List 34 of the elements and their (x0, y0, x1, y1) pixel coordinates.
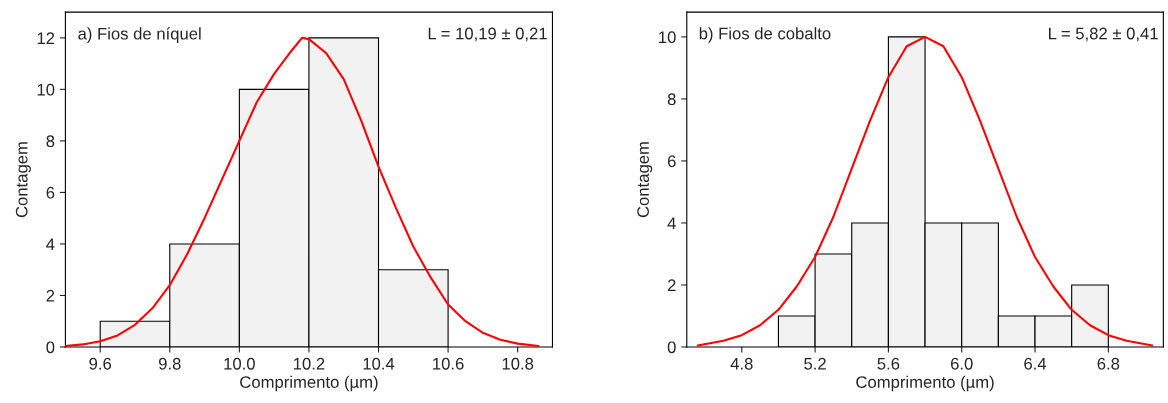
y-tick-label: 0 (667, 341, 676, 354)
y-tick-label: 4 (667, 217, 676, 229)
y-tick-label: 2 (667, 279, 676, 291)
x-axis-title: Comprimento (µm) (240, 375, 378, 392)
y-tick-label: 10 (659, 31, 676, 44)
y-tick-label: 2 (46, 289, 55, 302)
y-tick-label: 8 (667, 93, 676, 106)
annotation: L = 10,19 ± 0,21 (428, 27, 547, 42)
text: a) Fios de níquel (78, 27, 201, 43)
y-tick-label: 8 (46, 135, 55, 148)
x-tick-label: 10.8 (502, 357, 534, 370)
text: b) Fios de cobalto (699, 27, 831, 43)
y-axis-title: Contagem (637, 142, 653, 218)
x-tick-label: 9.6 (89, 357, 112, 370)
x-tick-label: 5.6 (877, 357, 900, 370)
y-axis-title: Contagem (15, 142, 31, 218)
x-tick-label: 6.4 (1024, 357, 1047, 370)
y-tick-label: 4 (46, 238, 55, 250)
x-tick-label: 6.8 (1097, 357, 1120, 370)
x-tick-label: 9.8 (158, 357, 181, 370)
y-tick-label: 6 (46, 186, 55, 199)
x-tick-label: 4.8 (730, 357, 753, 370)
x-tick-label: 10.4 (363, 357, 395, 370)
x-tick-label: 10.2 (293, 357, 325, 370)
y-tick-label: 0 (46, 341, 55, 354)
y-tick-label: 10 (37, 83, 55, 96)
x-tick-label: 6.0 (950, 357, 973, 370)
y-tick-label: 12 (37, 32, 55, 44)
x-tick-label: 5.2 (804, 357, 826, 370)
x-tick-label: 10.0 (224, 357, 255, 370)
x-axis-title: Comprimento (µm) (856, 375, 994, 392)
y-tick-label: 6 (667, 155, 676, 168)
x-tick-label: 10.6 (433, 357, 464, 370)
annotation: L = 5,82 ± 0,41 (1049, 27, 1158, 42)
